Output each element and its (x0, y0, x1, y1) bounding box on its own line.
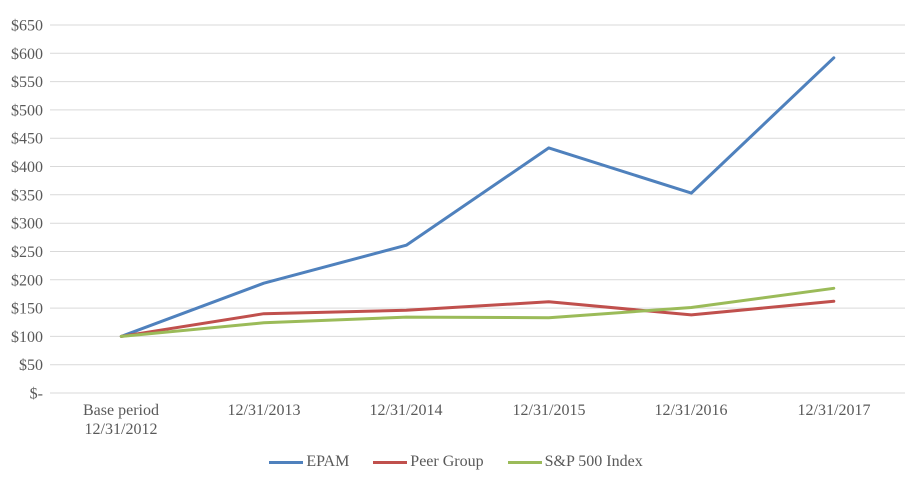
legend-label-sp500: S&P 500 Index (544, 453, 643, 470)
chart-legend: EPAM Peer Group S&P 500 Index (0, 453, 912, 471)
x-tick-2014: 12/31/2014 (369, 402, 443, 419)
legend-item-sp500: S&P 500 Index (507, 453, 643, 471)
legend-label-epam: EPAM (306, 453, 350, 470)
x-tick-base-period: Base period 12/31/2012 (83, 402, 159, 438)
y-axis-tick-label: $650 (11, 18, 43, 35)
legend-item-epam: EPAM (269, 453, 349, 471)
y-axis-tick-label: $150 (11, 301, 43, 318)
y-axis-tick-label: $500 (11, 102, 43, 119)
sp500-line-swatch (507, 460, 542, 464)
y-axis-tick-label: $250 (11, 244, 43, 261)
x-tick-2016: 12/31/2016 (654, 402, 728, 419)
y-axis-tick-label: $200 (11, 272, 43, 289)
series-line-peer-group (119, 299, 836, 338)
y-axis-tick-label: $450 (11, 131, 43, 148)
y-axis-tick-label: $- (30, 386, 43, 403)
y-axis-tick-label: $300 (11, 216, 43, 233)
y-axis-tick-label: $600 (11, 46, 43, 63)
y-axis-tick-label: $50 (19, 357, 43, 374)
y-axis-tick-label: $350 (11, 187, 43, 204)
peer-group-line-swatch (373, 460, 408, 464)
epam-line-swatch (269, 460, 304, 464)
legend-label-peer-group: Peer Group (410, 453, 484, 470)
series-line-epam (119, 56, 836, 338)
series-line-s-p-500-index (119, 286, 836, 338)
y-axis-tick-label: $550 (11, 74, 43, 91)
x-tick-2017: 12/31/2017 (797, 402, 871, 419)
x-tick-2015: 12/31/2015 (512, 402, 586, 419)
legend-item-peer-group: Peer Group (373, 453, 484, 471)
y-axis-tick-label: $400 (11, 159, 43, 176)
x-tick-2013: 12/31/2013 (227, 402, 301, 419)
y-axis-tick-label: $100 (11, 329, 43, 346)
